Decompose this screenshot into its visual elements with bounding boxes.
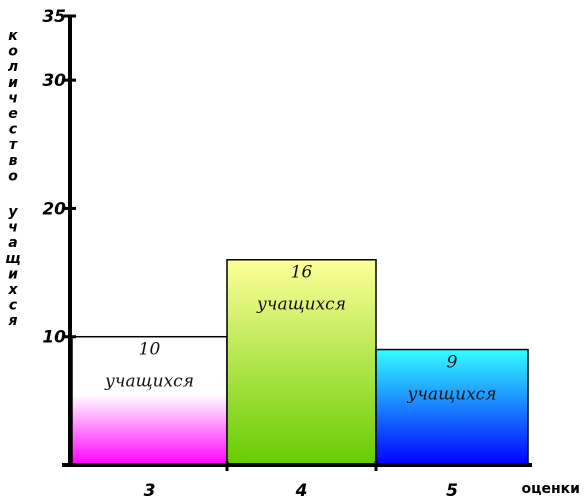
x-tick-label: 5 (446, 481, 458, 497)
bar-grade-3 (71, 335, 228, 466)
y-axis-title-letter: о (8, 168, 18, 184)
bar-unit-label: учащихся (104, 372, 194, 392)
bar-labels-layer: 10 учащихся 16 учащихся 9 учащихся (104, 263, 496, 405)
y-axis-title-letter: у (8, 204, 18, 220)
y-axis-title-letter: о (8, 44, 18, 60)
y-axis-title-letter: х (7, 282, 18, 298)
y-axis-title-letter: ч (8, 90, 18, 106)
y-axis-title-letter: с (9, 298, 18, 314)
y-axis-title-letter: е (8, 106, 18, 122)
y-tick-label: 30 (42, 71, 66, 91)
bar-unit-label: учащихся (407, 385, 497, 405)
y-tick-label: 20 (42, 199, 66, 219)
y-axis-title-letter: я (8, 313, 18, 329)
bar-value-label: 9 (447, 353, 458, 373)
y-axis-title-letter: л (8, 59, 18, 75)
bar-value-label: 16 (291, 263, 313, 283)
x-axis-title: оценки (522, 481, 580, 497)
y-ticks-layer: 10 20 30 35 (42, 7, 76, 348)
y-tick-label: 35 (42, 7, 66, 27)
axes-layer (62, 16, 532, 467)
y-axis-title-letter: и (8, 266, 18, 282)
y-axis-title-letter: т (9, 137, 18, 153)
bar-unit-label: учащихся (256, 295, 346, 315)
y-axis-title-letter: с (9, 122, 18, 138)
bar-grade-5 (375, 348, 529, 466)
x-tick-label: 4 (295, 481, 308, 497)
y-tick-label: 10 (42, 328, 66, 348)
y-axis-title-letter: к (8, 28, 18, 44)
y-axis-title-letter: а (8, 235, 17, 251)
x-tick-label: 3 (144, 481, 156, 497)
y-axis-title-letter: ч (8, 220, 18, 236)
y-axis-title-letter: щ (5, 251, 20, 267)
y-axis-title-letter: в (9, 153, 18, 169)
y-axis-title-letter: и (8, 75, 18, 91)
bars-layer (71, 258, 529, 466)
x-ticks-layer: 3 4 5 (144, 461, 458, 497)
bar-value-label: 10 (139, 340, 161, 360)
bar-grade-4 (226, 258, 377, 466)
